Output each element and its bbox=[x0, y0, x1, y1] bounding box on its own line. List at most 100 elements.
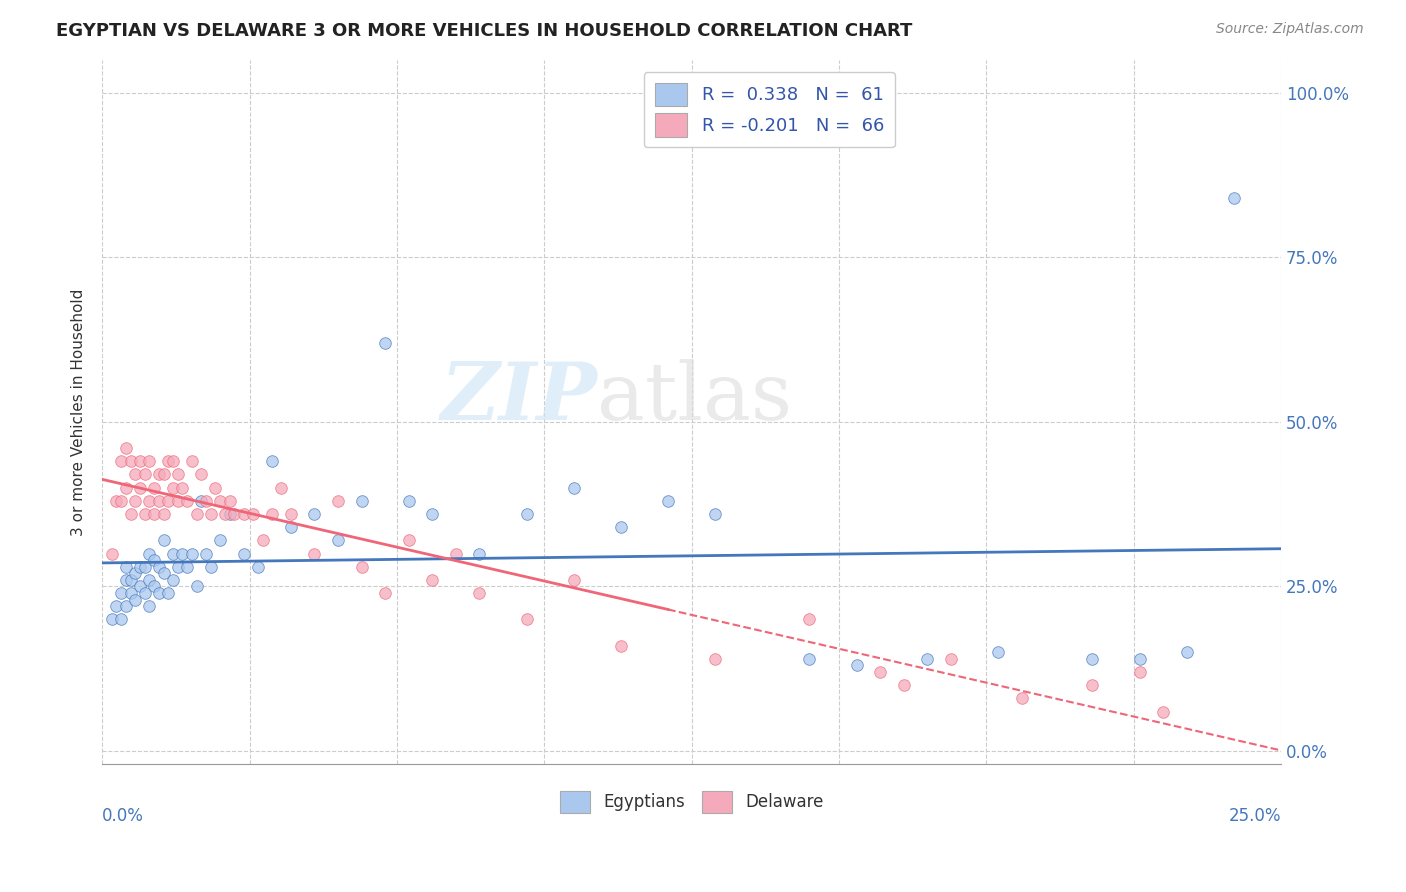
Point bbox=[1128, 665, 1150, 679]
Point bbox=[176, 559, 198, 574]
Point bbox=[260, 507, 283, 521]
Point bbox=[704, 652, 727, 666]
Point bbox=[180, 454, 202, 468]
Text: 25.0%: 25.0% bbox=[1229, 806, 1281, 824]
Point bbox=[516, 507, 538, 521]
Point bbox=[105, 493, 128, 508]
Point bbox=[232, 507, 254, 521]
Point bbox=[468, 547, 491, 561]
Point bbox=[172, 481, 194, 495]
Point bbox=[176, 493, 198, 508]
Point bbox=[1152, 705, 1174, 719]
Point bbox=[124, 493, 146, 508]
Point bbox=[398, 533, 420, 548]
Point bbox=[218, 507, 240, 521]
Point bbox=[148, 467, 170, 482]
Point bbox=[1011, 691, 1033, 706]
Point bbox=[143, 507, 166, 521]
Point bbox=[120, 586, 142, 600]
Point bbox=[200, 559, 222, 574]
Point bbox=[152, 507, 174, 521]
Point bbox=[114, 599, 136, 614]
Point bbox=[152, 566, 174, 581]
Point bbox=[190, 493, 212, 508]
Point bbox=[162, 454, 184, 468]
Point bbox=[134, 467, 156, 482]
Point bbox=[304, 507, 326, 521]
Point bbox=[105, 599, 128, 614]
Point bbox=[110, 586, 132, 600]
Text: Source: ZipAtlas.com: Source: ZipAtlas.com bbox=[1216, 22, 1364, 37]
Point bbox=[162, 481, 184, 495]
Point bbox=[166, 559, 188, 574]
Point bbox=[917, 652, 939, 666]
Point bbox=[209, 493, 232, 508]
Point bbox=[120, 573, 142, 587]
Point bbox=[398, 493, 420, 508]
Point bbox=[129, 454, 152, 468]
Point bbox=[1081, 678, 1104, 692]
Point bbox=[138, 493, 160, 508]
Point bbox=[1223, 191, 1246, 205]
Text: ZIP: ZIP bbox=[440, 359, 598, 436]
Point bbox=[172, 547, 194, 561]
Point bbox=[114, 481, 136, 495]
Point bbox=[270, 481, 292, 495]
Point bbox=[350, 493, 373, 508]
Point bbox=[204, 481, 226, 495]
Point bbox=[129, 559, 152, 574]
Point bbox=[562, 481, 585, 495]
Point bbox=[148, 493, 170, 508]
Y-axis label: 3 or more Vehicles in Household: 3 or more Vehicles in Household bbox=[72, 288, 86, 535]
Point bbox=[516, 612, 538, 626]
Point bbox=[610, 639, 633, 653]
Point bbox=[420, 573, 443, 587]
Point bbox=[120, 507, 142, 521]
Point bbox=[939, 652, 962, 666]
Point bbox=[124, 467, 146, 482]
Point bbox=[162, 573, 184, 587]
Point bbox=[562, 573, 585, 587]
Point bbox=[194, 493, 217, 508]
Point bbox=[162, 547, 184, 561]
Point bbox=[1081, 652, 1104, 666]
Point bbox=[120, 454, 142, 468]
Point bbox=[143, 553, 166, 567]
Point bbox=[799, 652, 821, 666]
Point bbox=[246, 559, 269, 574]
Point bbox=[114, 573, 136, 587]
Text: 0.0%: 0.0% bbox=[103, 806, 143, 824]
Point bbox=[143, 481, 166, 495]
Point bbox=[138, 547, 160, 561]
Point bbox=[134, 507, 156, 521]
Point bbox=[304, 547, 326, 561]
Point bbox=[166, 467, 188, 482]
Point bbox=[124, 592, 146, 607]
Point bbox=[444, 547, 467, 561]
Point bbox=[100, 547, 122, 561]
Point bbox=[114, 559, 136, 574]
Point bbox=[124, 566, 146, 581]
Point bbox=[209, 533, 232, 548]
Point bbox=[350, 559, 373, 574]
Point bbox=[214, 507, 236, 521]
Point bbox=[148, 586, 170, 600]
Point bbox=[232, 547, 254, 561]
Point bbox=[280, 520, 302, 534]
Point bbox=[242, 507, 264, 521]
Point bbox=[157, 493, 180, 508]
Point bbox=[869, 665, 891, 679]
Point bbox=[190, 467, 212, 482]
Point bbox=[657, 493, 679, 508]
Point bbox=[129, 579, 152, 593]
Point bbox=[152, 533, 174, 548]
Point bbox=[200, 507, 222, 521]
Point bbox=[374, 586, 396, 600]
Point bbox=[138, 599, 160, 614]
Point bbox=[218, 493, 240, 508]
Point bbox=[326, 533, 349, 548]
Point bbox=[166, 493, 188, 508]
Point bbox=[704, 507, 727, 521]
Point bbox=[280, 507, 302, 521]
Point bbox=[152, 467, 174, 482]
